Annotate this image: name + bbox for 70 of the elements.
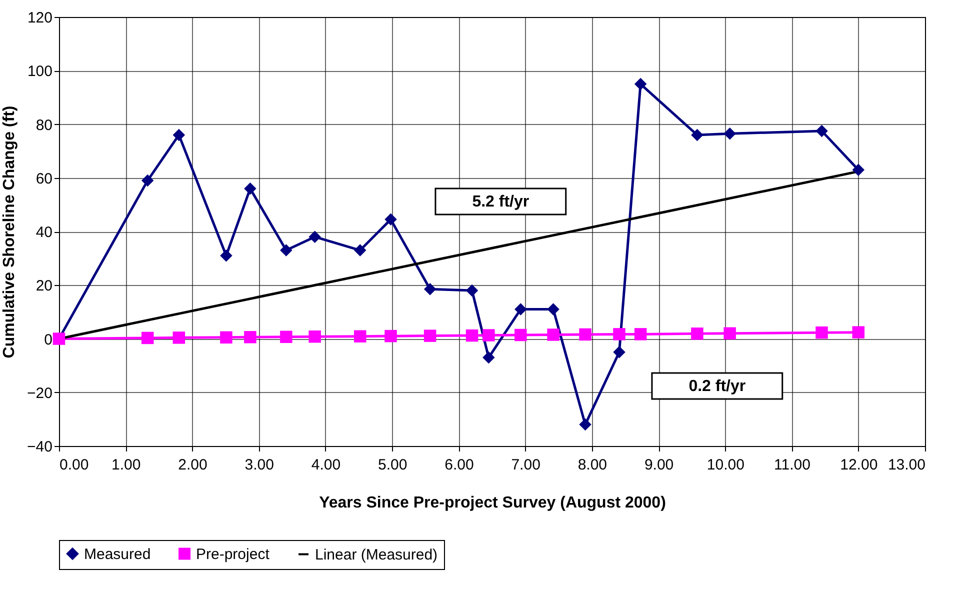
point [308, 230, 321, 243]
point [141, 332, 154, 344]
point [482, 351, 495, 364]
point [280, 244, 292, 256]
annotation: 5.2 ft/yr [472, 193, 530, 210]
legend-label: Linear (Measured) [315, 546, 438, 564]
point [354, 244, 366, 256]
point [424, 330, 436, 342]
x-tick-label: 5.00 [378, 456, 408, 474]
point [172, 332, 186, 344]
x-tick-label: 2.00 [178, 456, 208, 474]
point [424, 283, 436, 296]
annotation: 0.2 ft/yr [688, 378, 746, 395]
x-tick-label: 10.00 [706, 456, 744, 474]
x-tick-label: 12.00 [840, 456, 878, 474]
point [244, 331, 256, 344]
x-tick-label: 7.00 [511, 456, 540, 474]
x-tick-label: 11.00 [774, 456, 810, 474]
point [308, 330, 321, 343]
point [724, 128, 736, 140]
x-tick-label: 9.00 [644, 456, 674, 474]
point [220, 331, 232, 344]
point [691, 328, 704, 340]
point [634, 328, 647, 340]
point [172, 128, 186, 142]
x-tick-label: 3.00 [244, 456, 274, 474]
point [691, 128, 704, 142]
point [547, 328, 560, 341]
y-tick-label: 120 [27, 10, 52, 26]
legend-label: Measured [84, 546, 151, 563]
point [613, 346, 626, 358]
x-tick-label: 1.00 [112, 456, 141, 474]
y-tick-label: 20 [36, 278, 52, 295]
point [613, 328, 626, 340]
x-tick-label: 0.00 [60, 456, 89, 474]
x-axis-title: Years Since Pre-project Survey (August 2000) [319, 494, 666, 512]
point [482, 329, 495, 342]
x-tick-label: 4.00 [311, 456, 341, 474]
point [466, 329, 478, 342]
point [634, 78, 647, 90]
point [514, 328, 527, 342]
y-tick-label: 0 [44, 331, 52, 348]
point [852, 164, 865, 176]
point [816, 124, 828, 138]
y-tick-label: 40 [36, 224, 52, 241]
point [220, 250, 232, 262]
point [547, 303, 560, 316]
y-axis-title: Cumulative Shoreline Change (ft) [1, 106, 18, 358]
point [244, 182, 256, 195]
point [384, 330, 397, 342]
point [514, 303, 527, 316]
x-tick-label: 6.00 [444, 456, 474, 474]
point [280, 330, 292, 343]
point [816, 326, 828, 339]
point [579, 418, 592, 431]
y-tick-label: 100 [27, 63, 52, 80]
legend-label: Pre-project [196, 546, 270, 563]
y-tick-label: −20 [27, 384, 52, 402]
point [384, 213, 397, 226]
y-tick-label: −40 [27, 438, 52, 456]
x-tick-label: 8.00 [578, 456, 608, 474]
point [354, 330, 366, 342]
point [579, 328, 592, 341]
point [724, 327, 736, 340]
y-tick-label: 60 [36, 170, 52, 188]
y-tick-label: 80 [36, 116, 52, 134]
point [141, 174, 154, 187]
point [466, 284, 478, 297]
x-tick-label: 13.00 [888, 456, 926, 474]
point [852, 326, 865, 338]
